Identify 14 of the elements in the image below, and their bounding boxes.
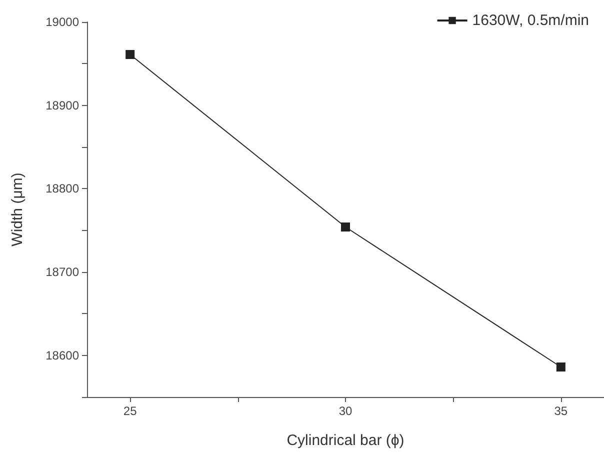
x-axis-title: Cylindrical bar (ϕ) (286, 432, 404, 449)
y-tick-label: 19000 (46, 15, 80, 29)
point (556, 362, 566, 372)
legend-label: 1630W, 0.5m/min (472, 12, 589, 29)
x-tick-label: 30 (338, 404, 352, 418)
x-tick-label: 25 (123, 404, 138, 418)
y-tick-label: 18600 (46, 348, 80, 362)
point (341, 222, 350, 232)
y-tick-label: 18900 (46, 98, 80, 112)
x-tick-label: 35 (554, 404, 568, 418)
y-tick-label: 18800 (46, 182, 80, 196)
point (126, 50, 135, 59)
y-tick-label: 18700 (46, 265, 80, 279)
y-axis-title: Width (μm) (9, 172, 26, 246)
